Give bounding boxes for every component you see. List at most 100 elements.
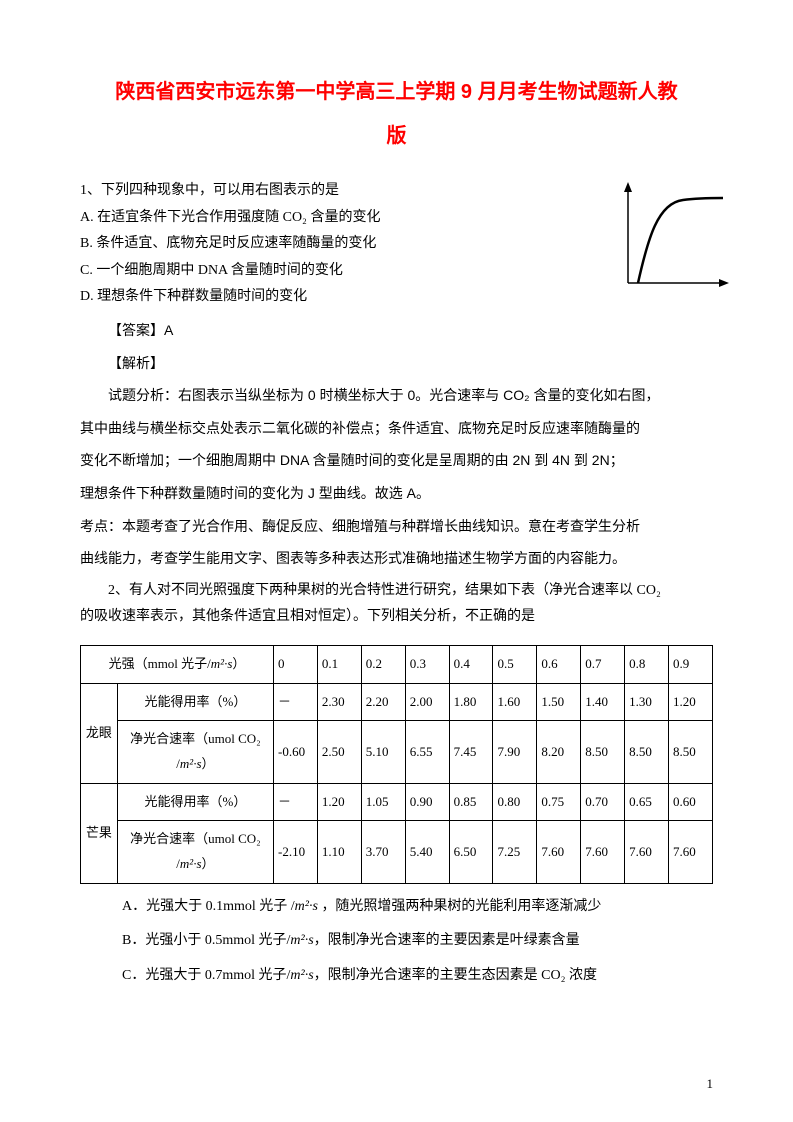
col-7: 0.7 <box>581 645 625 683</box>
mg-net-4: 6.50 <box>449 821 493 883</box>
q2-opt-b: B．光强小于 0.5mmol 光子/m²·s，限制净光合速率的主要因素是叶绿素含… <box>80 928 713 955</box>
mg-eff-5: 0.80 <box>493 783 537 821</box>
q1-stem: 1、下列四种现象中，可以用右图表示的是 <box>80 178 500 205</box>
mg-eff-3: 0.90 <box>405 783 449 821</box>
mg-net-3: 5.40 <box>405 821 449 883</box>
q1-opt-b: B. 条件适宜、底物充足时反应速率随酶量的变化 <box>80 231 500 258</box>
question-1: 1、下列四种现象中，可以用右图表示的是 A. 在适宜条件下光合作用强度随 CO₂… <box>80 178 713 311</box>
opt-c-2: ，限制净光合速率的主要生态因素是 CO₂ 浓度 <box>314 968 597 983</box>
mg-net-9: 7.60 <box>669 821 713 883</box>
kaodian-line-2: 曲线能力，考查学生能用文字、图表等多种表达形式准确地描述生物学方面的内容能力。 <box>80 545 713 572</box>
saturation-curve-figure <box>613 178 733 298</box>
unit-m2s-a: m²·s <box>295 899 318 914</box>
col-9: 0.9 <box>669 645 713 683</box>
unit-m2s: m²·s <box>211 656 233 671</box>
mg-eff-8: 0.65 <box>625 783 669 821</box>
metric-net-ly: 净光合速率（umol CO₂ /m²·s） <box>117 721 273 783</box>
ly-eff-3: 2.00 <box>405 683 449 721</box>
mg-eff-9: 0.60 <box>669 783 713 821</box>
opt-a-2: ，随光照增强两种果树的光能利用率逐渐减少 <box>318 899 602 914</box>
analysis-line-3: 变化不断增加；一个细胞周期中 DNA 含量随时间的变化是呈周期的由 2N 到 4… <box>80 447 713 474</box>
ly-net-2: 5.10 <box>361 721 405 783</box>
analysis-line-2: 其中曲线与横坐标交点处表示二氧化碳的补偿点；条件适宜、底物充足时反应速率随酶量的 <box>80 415 713 442</box>
opt-b-1: B．光强小于 0.5mmol 光子/ <box>122 933 290 948</box>
table-header-row: 光强（mmol 光子/m²·s） 0 0.1 0.2 0.3 0.4 0.5 0… <box>81 645 713 683</box>
net-label-3b: ） <box>202 856 215 871</box>
mg-net-5: 7.25 <box>493 821 537 883</box>
ly-eff-8: 1.30 <box>625 683 669 721</box>
kaodian-line-1: 考点：本题考查了光合作用、酶促反应、细胞增殖与种群增长曲线知识。意在考查学生分析 <box>80 513 713 540</box>
header-label: 光强（mmol 光子/ <box>109 656 211 671</box>
opt-b-2: ，限制净光合速率的主要因素是叶绿素含量 <box>314 933 580 948</box>
q1-opt-c: C. 一个细胞周期中 DNA 含量随时间的变化 <box>80 258 500 285</box>
q2-intro-2: 的吸收速率表示，其他条件适宜且相对恒定）。下列相关分析，不正确的是 <box>80 604 713 631</box>
ly-net-0: -0.60 <box>273 721 317 783</box>
title-line-2: 版 <box>80 114 713 158</box>
page-number: 1 <box>707 1076 714 1092</box>
opt-c-1: C．光强大于 0.7mmol 光子/ <box>122 968 290 983</box>
ly-eff-9: 1.20 <box>669 683 713 721</box>
ly-net-1: 2.50 <box>317 721 361 783</box>
mg-net-8: 7.60 <box>625 821 669 883</box>
mg-net-6: 7.60 <box>537 821 581 883</box>
col-6: 0.6 <box>537 645 581 683</box>
q1-text: 1、下列四种现象中，可以用右图表示的是 A. 在适宜条件下光合作用强度随 CO₂… <box>80 178 500 311</box>
unit-m2s-c: m²·s <box>290 968 313 983</box>
net-label-3: ） <box>202 756 215 771</box>
ly-net-row: 净光合速率（umol CO₂ /m²·s） -0.60 2.50 5.10 6.… <box>81 721 713 783</box>
ly-net-8: 8.50 <box>625 721 669 783</box>
q1-answer-block: 【答案】A 【解析】 试题分析：右图表示当纵坐标为 0 时横坐标大于 0。光合速… <box>80 317 713 572</box>
q2-intro-1: 2、有人对不同光照强度下两种果树的光合特性进行研究，结果如下表（净光合速率以 C… <box>80 578 713 605</box>
col-1: 0.1 <box>317 645 361 683</box>
unit-m2s-3: m²·s <box>180 856 202 871</box>
col-2: 0.2 <box>361 645 405 683</box>
header-label-cell: 光强（mmol 光子/m²·s） <box>81 645 274 683</box>
doc-title: 陕西省西安市远东第一中学高三上学期 9 月月考生物试题新人教 版 <box>80 70 713 158</box>
analysis-line-1: 试题分析：右图表示当纵坐标为 0 时横坐标大于 0。光合速率与 CO₂ 含量的变… <box>80 382 713 409</box>
q1-opt-d: D. 理想条件下种群数量随时间的变化 <box>80 284 500 311</box>
curve-svg <box>613 178 733 298</box>
ly-eff-6: 1.50 <box>537 683 581 721</box>
metric-eff-mg: 光能得用率（%） <box>117 783 273 821</box>
col-0: 0 <box>273 645 317 683</box>
col-8: 0.8 <box>625 645 669 683</box>
col-4: 0.4 <box>449 645 493 683</box>
ly-net-5: 7.90 <box>493 721 537 783</box>
q2-options: A．光强大于 0.1mmol 光子 /m²·s ，随光照增强两种果树的光能利用率… <box>80 894 713 990</box>
analysis-line-4: 理想条件下种群数量随时间的变化为 J 型曲线。故选 A。 <box>80 480 713 507</box>
mg-net-1: 1.10 <box>317 821 361 883</box>
ly-eff-1: 2.30 <box>317 683 361 721</box>
q2-opt-a: A．光强大于 0.1mmol 光子 /m²·s ，随光照增强两种果树的光能利用率… <box>80 894 713 921</box>
mg-eff-1: 1.20 <box>317 783 361 821</box>
ly-eff-7: 1.40 <box>581 683 625 721</box>
ly-net-3: 6.55 <box>405 721 449 783</box>
row-longyan: 龙眼 <box>81 683 118 783</box>
net-label-1b: 净光合速率（umol CO₂ <box>130 831 261 846</box>
mg-eff-7: 0.70 <box>581 783 625 821</box>
ly-eff-5: 1.60 <box>493 683 537 721</box>
metric-net-mg: 净光合速率（umol CO₂ /m²·s） <box>117 821 273 883</box>
ly-eff-0: － <box>273 683 317 721</box>
mg-net-7: 7.60 <box>581 821 625 883</box>
ly-net-4: 7.45 <box>449 721 493 783</box>
ly-eff-row: 龙眼 光能得用率（%） － 2.30 2.20 2.00 1.80 1.60 1… <box>81 683 713 721</box>
ly-eff-2: 2.20 <box>361 683 405 721</box>
mg-eff-4: 0.85 <box>449 783 493 821</box>
net-label-1: 净光合速率（umol CO₂ <box>130 731 261 746</box>
mg-eff-2: 1.05 <box>361 783 405 821</box>
row-mangguo: 芒果 <box>81 783 118 883</box>
jiexi-label: 【解析】 <box>80 350 713 377</box>
mg-net-0: -2.10 <box>273 821 317 883</box>
ly-eff-4: 1.80 <box>449 683 493 721</box>
q2-opt-c: C．光强大于 0.7mmol 光子/m²·s，限制净光合速率的主要生态因素是 C… <box>80 963 713 990</box>
unit-m2s-2: m²·s <box>180 756 202 771</box>
unit-tail: ） <box>232 656 245 671</box>
answer-label: 【答案】A <box>80 317 713 344</box>
data-table: 光强（mmol 光子/m²·s） 0 0.1 0.2 0.3 0.4 0.5 0… <box>80 645 713 884</box>
title-line-1: 陕西省西安市远东第一中学高三上学期 9 月月考生物试题新人教 <box>80 70 713 114</box>
metric-eff-ly: 光能得用率（%） <box>117 683 273 721</box>
mg-net-row: 净光合速率（umol CO₂ /m²·s） -2.10 1.10 3.70 5.… <box>81 821 713 883</box>
ly-net-7: 8.50 <box>581 721 625 783</box>
ly-net-6: 8.20 <box>537 721 581 783</box>
page: 陕西省西安市远东第一中学高三上学期 9 月月考生物试题新人教 版 1、下列四种现… <box>0 0 793 1048</box>
